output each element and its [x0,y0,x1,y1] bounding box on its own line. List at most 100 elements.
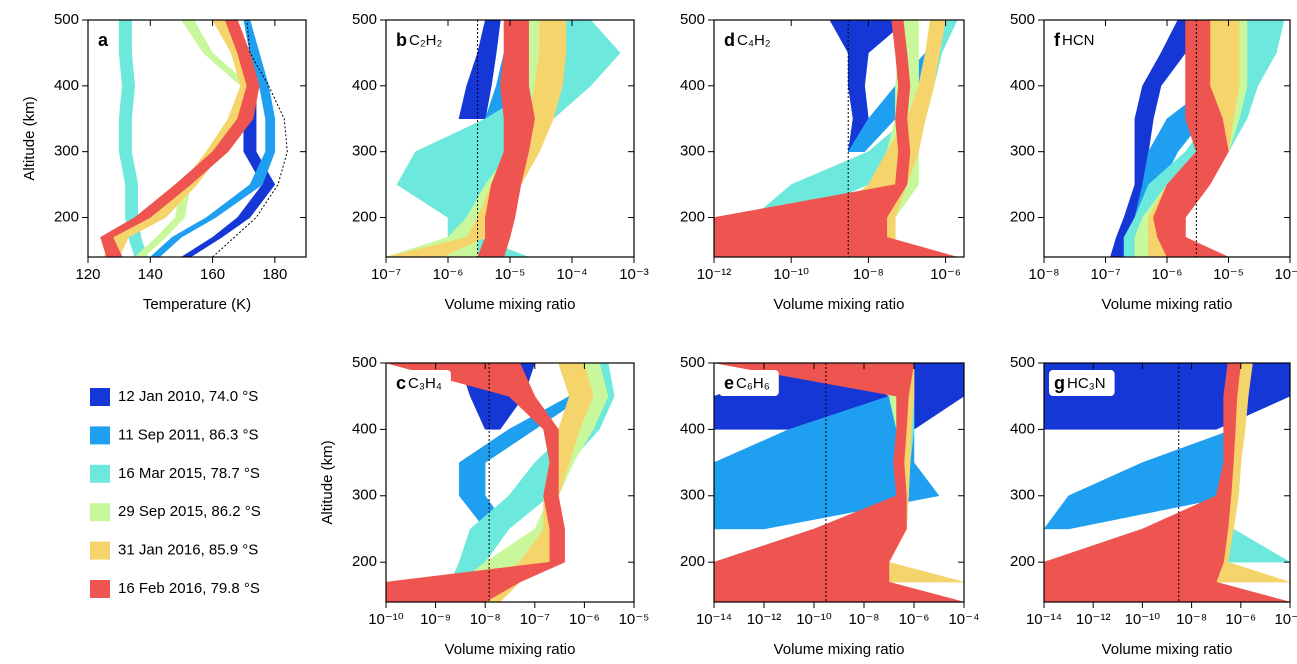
y-tick-label: 300 [680,143,705,160]
x-axis-title: Volume mixing ratio [445,296,576,313]
y-tick-label: 400 [680,77,705,94]
y-tick-label: 500 [54,11,79,28]
y-tick-label: 400 [1010,420,1035,437]
band [459,363,600,530]
panel-label-box [391,370,451,396]
panel-letter: e [724,373,734,393]
y-tick-label: 500 [352,354,377,371]
plot-area [1044,363,1290,602]
species: HCN [1062,32,1095,49]
x-tick-label: 10⁻¹² [1076,611,1111,628]
x-tick-label: 10⁻⁴ [1274,611,1297,628]
y-tick-label: 200 [352,208,377,225]
x-tick-label: 10⁻⁶ [930,266,961,283]
x-tick-label: 10⁻⁶ [1225,611,1256,628]
panel-label-box [1049,370,1115,396]
x-tick-label: 10⁻⁵ [619,611,650,628]
x-tick-label: 10⁻⁹ [420,611,451,628]
plot-area [386,363,615,602]
panel-label-box [719,370,779,396]
y-tick-label: 200 [1010,553,1035,570]
y-tick-label: 300 [352,143,377,160]
legend-swatch [90,388,110,406]
x-tick-label: 10⁻⁴ [556,266,587,283]
x-axis-title: Volume mixing ratio [774,296,905,313]
y-tick-label: 500 [352,11,377,28]
legend-swatch [90,503,110,522]
band [1044,363,1290,602]
x-tick-label: 10⁻⁶ [899,611,930,628]
y-tick-label: 500 [680,11,705,28]
y-tick-label: 200 [352,553,377,570]
y-tick-label: 200 [1010,208,1035,225]
panel-label-box [391,27,452,53]
frame [1043,362,1291,603]
x-tick-label: 10⁻¹⁰ [368,611,404,628]
plot-area [100,20,288,257]
x-tick-label: 10⁻¹⁰ [773,266,809,283]
x-tick-label: 10⁻⁷ [371,266,401,283]
y-tick-label: 300 [1010,487,1035,504]
x-tick-label: 10⁻⁸ [849,611,880,628]
y-tick-label: 200 [680,208,705,225]
x-tick-label: 10⁻⁸ [853,266,884,283]
species: C₂H₂ [409,32,442,49]
frame [713,19,965,258]
y-tick-label: 300 [54,143,79,160]
x-tick-label: 10⁻⁶ [569,611,600,628]
x-tick-label: 10⁻⁵ [495,266,526,283]
panel-label-box [1049,27,1104,53]
y-tick-label: 500 [1010,11,1035,28]
x-axis-title: Volume mixing ratio [445,641,576,658]
plot-area [714,20,958,257]
frame [385,362,635,603]
x-tick-label: 10⁻⁴ [948,611,979,628]
species: C₄H₂ [737,32,771,49]
x-tick-label: 10⁻¹⁴ [1026,611,1062,628]
y-tick-label: 300 [352,487,377,504]
legend-label: 29 Sep 2015, 86.2 °S [118,503,261,520]
y-tick-label: 400 [680,420,705,437]
legend-swatch [90,426,110,445]
band [477,20,535,257]
species: C₃H₄ [408,375,442,392]
x-tick-label: 120 [75,266,100,283]
panel-letter: b [396,30,407,50]
x-axis-title: Volume mixing ratio [774,641,905,658]
x-tick-label: 10⁻¹⁴ [696,611,732,628]
panel-letter: a [98,30,109,50]
x-tick-label: 10⁻⁷ [520,611,550,628]
y-tick-label: 400 [1010,77,1035,94]
panel-letter: f [1054,30,1061,50]
y-tick-label: 300 [1010,143,1035,160]
legend-swatch [90,541,110,560]
x-axis-title: Temperature (K) [143,296,251,313]
panel-label-box [719,27,780,53]
x-tick-label: 10⁻⁷ [1090,266,1120,283]
x-tick-label: 10⁻⁴ [1274,266,1297,283]
band [100,20,260,257]
y-tick-label: 300 [680,487,705,504]
x-tick-label: 10⁻⁸ [1176,611,1207,628]
y-tick-label: 200 [54,208,79,225]
band [386,363,565,602]
panel-letter: d [724,30,735,50]
y-tick-label: 500 [1010,354,1035,371]
y-tick-label: 400 [54,77,79,94]
x-axis-title: Volume mixing ratio [1102,641,1233,658]
legend-label: 12 Jan 2010, 74.0 °S [118,388,258,405]
band [1153,20,1229,257]
dashed-profile [212,20,288,257]
legend-label: 16 Mar 2015, 78.7 °S [118,465,260,482]
x-tick-label: 10⁻¹⁰ [1125,611,1161,628]
x-tick-label: 10⁻³ [619,266,649,283]
y-axis-title: Altitude (km) [319,440,336,524]
x-tick-label: 10⁻⁸ [470,611,501,628]
x-tick-label: 10⁻¹⁰ [796,611,832,628]
band [714,20,958,257]
panel-label-box [93,27,116,53]
x-tick-label: 160 [200,266,225,283]
legend-label: 31 Jan 2016, 85.9 °S [118,542,258,559]
